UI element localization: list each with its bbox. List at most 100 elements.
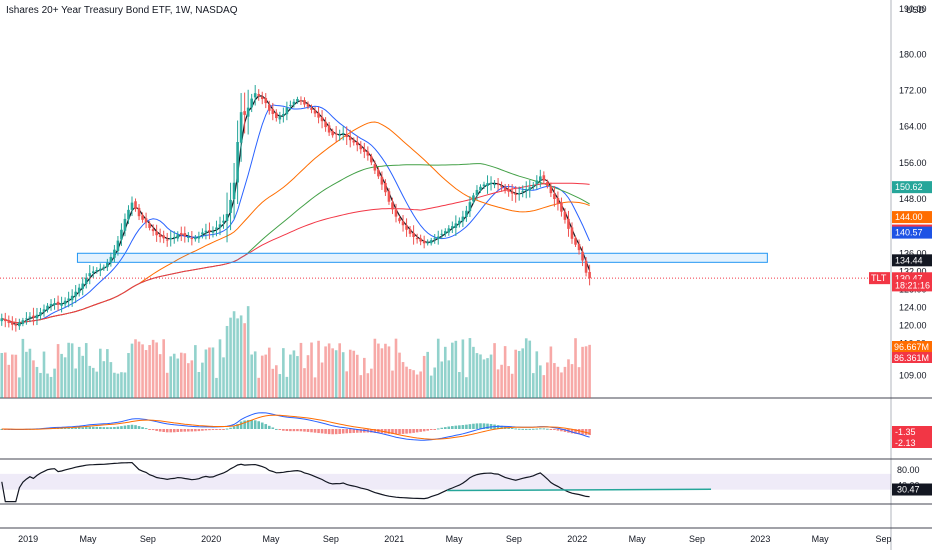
price-tick-label: 156.00 [899, 158, 927, 168]
volume-bar [208, 347, 211, 398]
volume-bar [577, 367, 581, 398]
candle-body [517, 193, 521, 195]
macd-histogram-bar [391, 429, 394, 435]
macd-histogram-bar [542, 428, 546, 430]
volume-bar [412, 370, 415, 398]
macd-histogram-bar [588, 429, 591, 436]
volume-bar [158, 354, 162, 398]
volume-bar [95, 371, 99, 398]
time-tick-label: 2022 [567, 534, 587, 544]
macd-histogram-bar [296, 429, 299, 432]
macd-histogram-bar [331, 429, 334, 435]
volume-bar [246, 306, 250, 398]
volume-bar [405, 366, 408, 398]
candle-body [574, 238, 577, 245]
price-tick-label: 148.00 [899, 194, 927, 204]
candle-body [46, 305, 49, 310]
volume-bar [380, 348, 384, 398]
macd-histogram-bar [208, 429, 211, 431]
macd-histogram-bar [528, 428, 532, 430]
candle-body [391, 202, 394, 210]
candle-body [528, 187, 532, 191]
price-badge [892, 211, 932, 224]
candle-body [91, 271, 95, 273]
candle-body [334, 133, 338, 135]
candle-body [577, 243, 581, 251]
candle-body [292, 101, 296, 105]
volume-bar [426, 351, 429, 398]
volume-bar [39, 372, 42, 398]
time-tick-label: May [629, 534, 647, 544]
volume-bar [11, 354, 14, 398]
macd-histogram-bar [412, 429, 415, 433]
candle-body [148, 223, 151, 228]
time-tick-label: May [263, 534, 281, 544]
macd-histogram-bar [106, 427, 109, 429]
macd-histogram-bar [306, 429, 310, 432]
candle-body [102, 266, 106, 269]
volume-bar [563, 366, 567, 398]
volume-bar [440, 361, 444, 398]
candle-body [429, 240, 433, 244]
candle-body [546, 182, 549, 186]
volume-bar [436, 338, 440, 398]
volume-bar [443, 346, 447, 398]
volume-bar [352, 350, 356, 398]
candle-body [190, 238, 194, 240]
volume-bar [275, 365, 278, 398]
macd-histogram-bar [99, 426, 102, 429]
candle-body [306, 103, 310, 107]
volume-bar [232, 311, 236, 398]
volume-bar [348, 349, 352, 398]
candle-body [99, 268, 102, 271]
rsi-trendline[interactable] [447, 488, 712, 492]
volume-bar [267, 347, 271, 398]
candle-body [88, 273, 92, 277]
time-tick-label: May [812, 534, 830, 544]
macd-histogram-bar [394, 429, 398, 435]
macd-histogram-bar [190, 429, 194, 432]
macd-histogram-bar [352, 429, 356, 433]
support-zone-box[interactable] [76, 252, 768, 263]
macd-histogram-bar [179, 429, 183, 432]
volume-bar [46, 373, 49, 398]
candle-body [299, 100, 303, 102]
volume-bar [63, 357, 67, 398]
candle-body [127, 209, 130, 220]
rsi-band [0, 473, 891, 490]
candle-body [384, 182, 387, 193]
macd-histogram-bar [285, 429, 289, 432]
price-badge [892, 181, 932, 194]
chart-title: Ishares 20+ Year Treasury Bond ETF, 1W, … [6, 5, 238, 16]
candle-body [165, 239, 169, 241]
candle-body [123, 218, 127, 231]
volume-bar [546, 362, 549, 398]
candle-body [271, 109, 275, 114]
volume-bar [507, 366, 510, 398]
macd-histogram-bar [215, 429, 218, 430]
macd-histogram-bar [211, 429, 215, 431]
macd-histogram-bar [577, 429, 581, 435]
candle-body [341, 132, 345, 134]
volume-bar [211, 347, 215, 398]
volume-bar [113, 372, 116, 398]
volume-bar [243, 323, 246, 398]
candle-body [436, 236, 440, 239]
price-tick-label: 109.00 [899, 370, 927, 380]
macd-histogram-bar [451, 426, 454, 429]
macd-histogram-bar [468, 424, 472, 429]
candle-body [493, 184, 496, 186]
macd-histogram-bar [539, 428, 542, 430]
volume-bar [408, 369, 412, 398]
volume-bar [35, 366, 39, 398]
macd-histogram-bar [370, 429, 373, 433]
time-tick-label: Sep [876, 534, 892, 544]
volume-bar [306, 355, 310, 398]
time-tick-label: 2020 [201, 534, 221, 544]
macd-histogram-bar [102, 427, 106, 429]
volume-bar [253, 351, 257, 398]
volume-bar [148, 345, 151, 398]
candle-body [542, 175, 546, 181]
volume-bar [239, 315, 243, 398]
